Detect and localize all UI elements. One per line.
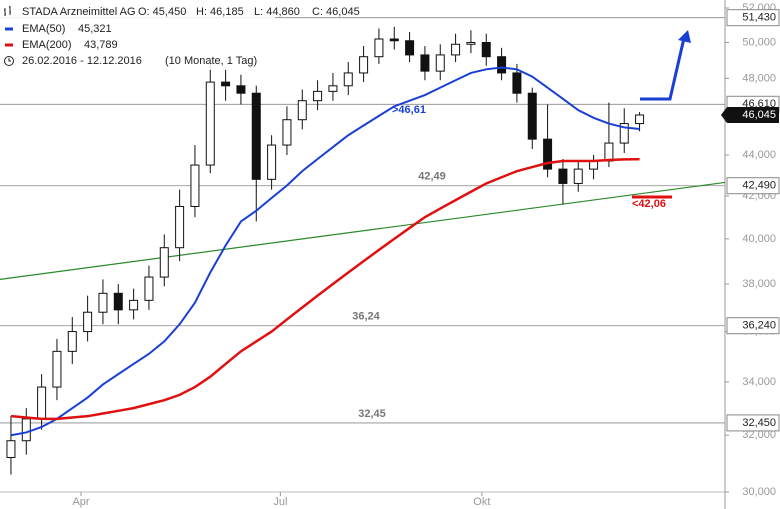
level-note: 32,45 (358, 408, 386, 420)
trendline (0, 181, 726, 280)
legend-period: 26.02.2016 - 12.12.2016 (22, 55, 142, 67)
candle-body (37, 386, 47, 420)
candle-body (389, 38, 399, 42)
level-label: 51,430 (742, 12, 776, 24)
legend-value: 45,321 (78, 23, 112, 35)
legend-bg (0, 0, 275, 70)
candle-body (343, 72, 353, 87)
candle-body (251, 92, 261, 180)
y-tick-label: 32,000 (742, 429, 776, 441)
candle-body (497, 56, 507, 74)
candle-body (543, 138, 553, 170)
candle-body (21, 418, 31, 442)
candle-body (221, 81, 231, 87)
candle-icon (4, 6, 11, 16)
arrow-head (678, 30, 691, 43)
legend-span: (10 Monate, 1 Tag) (165, 55, 257, 67)
candle-body (175, 205, 185, 249)
level-note: 36,24 (352, 311, 380, 323)
candle-body (328, 85, 338, 92)
y-tick-label: 50,000 (742, 36, 776, 48)
candle-body (205, 81, 215, 166)
level-label: 36,240 (742, 320, 776, 332)
level-box (726, 414, 780, 432)
candle-body (604, 142, 614, 162)
legend-entry: EMA(200) (22, 39, 72, 51)
legend-value: 43,789 (84, 39, 118, 51)
candle-body (67, 331, 77, 352)
candle-body (619, 123, 629, 144)
candle-body (297, 100, 307, 121)
candle-body (267, 144, 277, 180)
clock-hand (8, 58, 11, 62)
legend-title: STADA Arzneimittel AG (22, 6, 136, 18)
legend-close: C: 46,045 (312, 6, 360, 18)
x-tick-label: Jul (273, 496, 287, 508)
level-label: 32,450 (742, 417, 776, 429)
legend-entry: EMA(50) (22, 23, 65, 35)
candle-body (451, 43, 461, 56)
candle-body (527, 92, 537, 140)
level-box (726, 9, 780, 27)
legend: STADA Arzneimittel AG O: 45,450 H: 46,18… (0, 0, 360, 70)
clock-icon (4, 56, 14, 66)
x-tick-label: Okt (473, 496, 490, 508)
candle-body (573, 168, 583, 184)
level-box (726, 177, 780, 195)
level-box (726, 317, 780, 335)
candle-body (190, 164, 200, 207)
arrow (640, 37, 686, 101)
ema-line (10, 66, 640, 437)
y-tick-label: 38,000 (742, 278, 776, 290)
candle-body (405, 40, 415, 56)
level-note: 42,49 (418, 171, 446, 183)
annotation: >46,61 (392, 104, 426, 116)
candle-body (6, 440, 16, 458)
candle-body (52, 350, 62, 388)
legend-high: H: 46,185 (196, 6, 244, 18)
candle-body (635, 114, 645, 125)
candle-body (374, 38, 384, 58)
candle-body (481, 42, 491, 58)
y-tick-label: 44,000 (742, 149, 776, 161)
candle-body (282, 119, 292, 146)
legend-low: L: 44,860 (254, 6, 300, 18)
candle-body (144, 276, 154, 301)
candle-body (512, 72, 522, 94)
legend-open: O: 45,450 (138, 6, 186, 18)
candle-body (159, 247, 169, 278)
x-tick-label: Apr (72, 496, 89, 508)
annotation: <42,06 (632, 198, 666, 210)
candle-body (420, 54, 430, 72)
candle-body (313, 90, 323, 102)
level-label: 42,490 (742, 180, 776, 192)
y-tick-label: 34,000 (742, 376, 776, 388)
candle-body (113, 292, 123, 311)
candle-body (129, 299, 139, 311)
last-price-label: 46,045 (742, 109, 776, 121)
y-tick-label: 30,000 (742, 486, 776, 498)
candle-body (83, 311, 93, 333)
y-tick-label: 40,000 (742, 233, 776, 245)
candle-body (435, 54, 445, 72)
candle-body (236, 85, 246, 94)
last-price-box (721, 107, 779, 124)
candle-body (466, 42, 476, 45)
candle-body (98, 292, 108, 313)
y-tick-label: 48,000 (742, 72, 776, 84)
candle-body (558, 168, 568, 184)
ema-line (10, 157, 640, 421)
candle-body (359, 56, 369, 74)
